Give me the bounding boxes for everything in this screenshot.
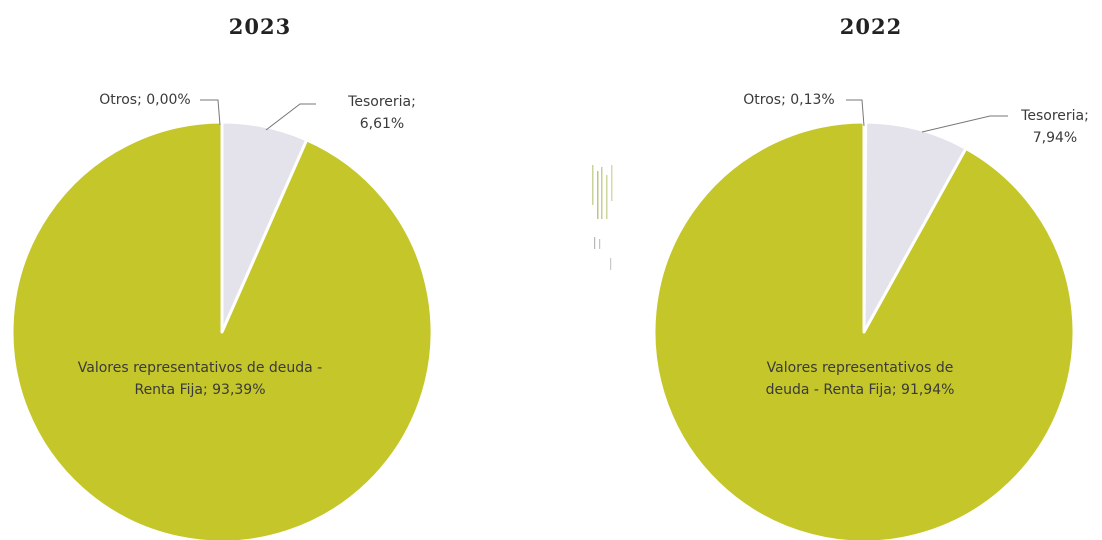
- scan-artifact: [592, 165, 613, 270]
- pie-chart-2022: 2022 Otros; 0,13% Tesoreria; 7,94% Valores …: [551, 0, 1102, 540]
- leader-line: [921, 115, 1008, 133]
- data-label: Tesoreria; 7,94%: [1020, 108, 1089, 146]
- data-label: Otros; 0,00%: [99, 92, 190, 108]
- chart-title: 2022: [839, 14, 903, 39]
- pie-svg: Otros; 0,00% Tesoreria; 6,61% Valores repre…: [10, 92, 434, 540]
- pie-slice-tesoreria: [862, 120, 968, 334]
- pie-slice-valores: [10, 120, 434, 540]
- pie-chart-2023: 2023 Otros; 0,00% Tesoreria; 6,61% Valores …: [10, 14, 434, 540]
- leader-line: [846, 99, 865, 127]
- leader-line: [200, 99, 221, 126]
- leader-line: [265, 103, 316, 131]
- pie-slice-valores: [652, 120, 1076, 540]
- data-label: Valores representativos de deuda -Renta …: [78, 360, 322, 398]
- data-label: Tesoreria; 6,61%: [347, 94, 416, 132]
- chart-title: 2023: [228, 14, 292, 39]
- data-label: Otros; 0,13%: [743, 92, 834, 108]
- pie-svg: Otros; 0,13% Tesoreria; 7,94% Valores repre…: [652, 92, 1089, 540]
- data-label: Valores representativos de deuda - Renta …: [766, 360, 955, 398]
